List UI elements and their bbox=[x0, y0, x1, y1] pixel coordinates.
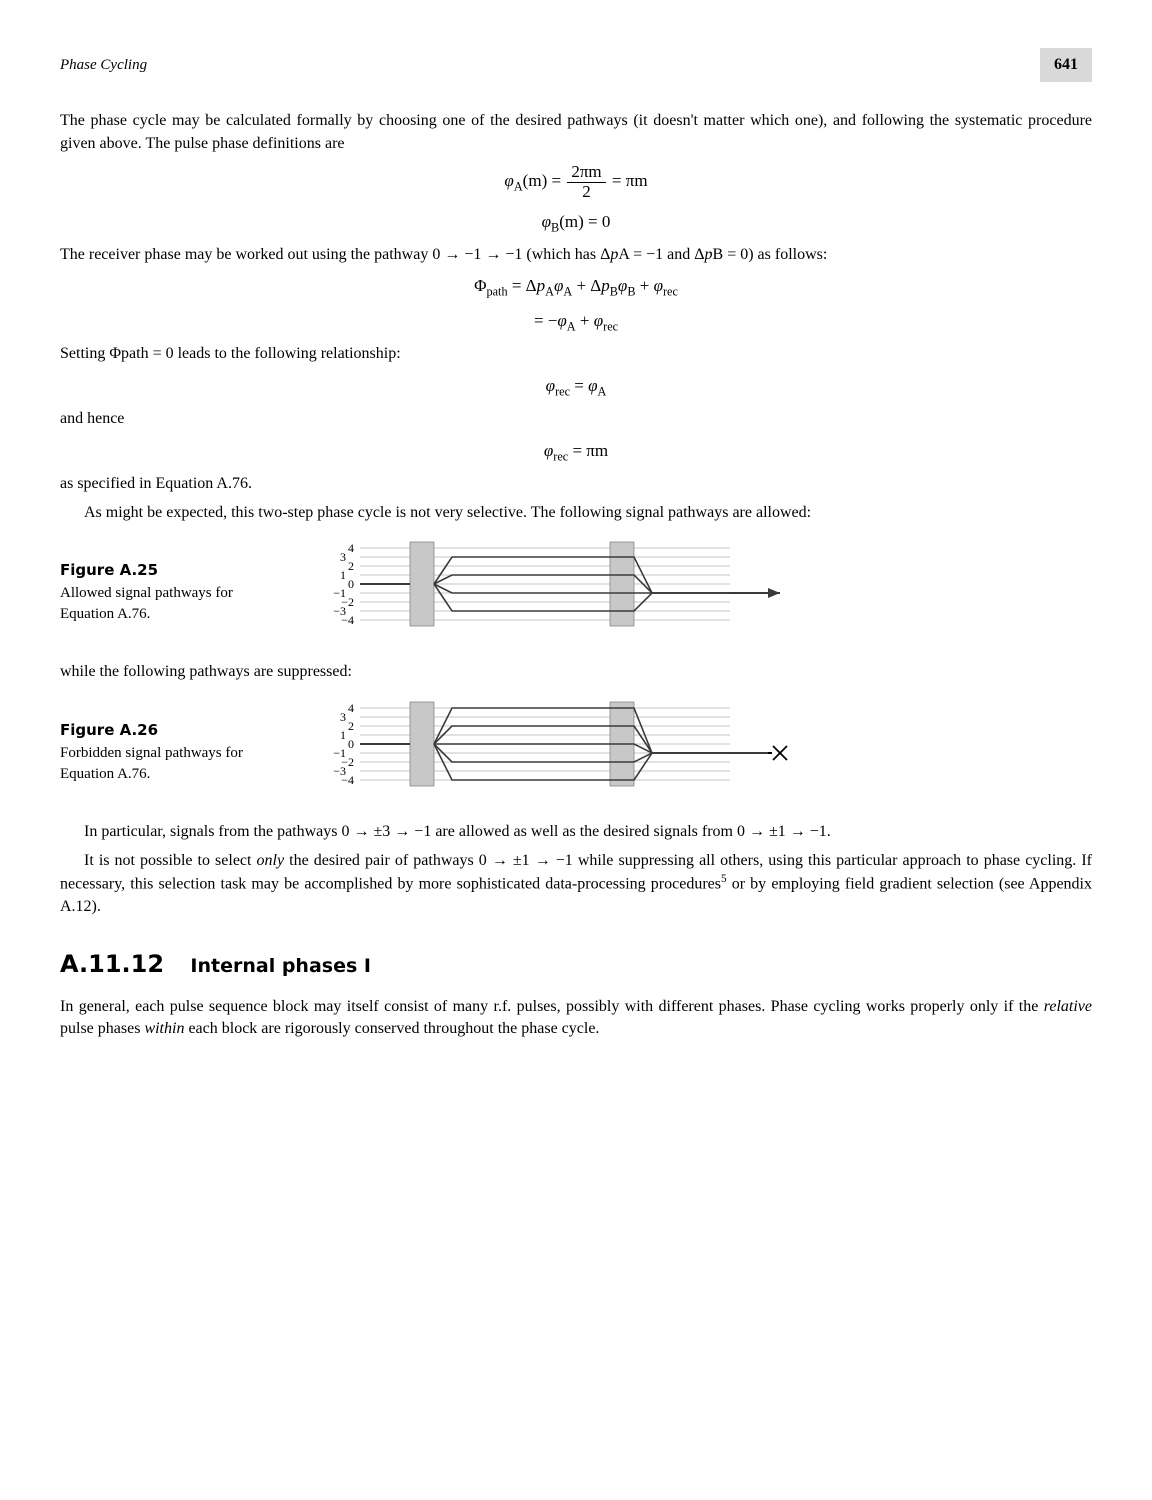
paragraph: and hence bbox=[60, 408, 1092, 430]
svg-text:4: 4 bbox=[348, 701, 354, 715]
svg-text:A: A bbox=[417, 538, 427, 542]
paragraph: It is not possible to select only the de… bbox=[60, 850, 1092, 919]
svg-text:B: B bbox=[617, 538, 627, 542]
paragraph: In general, each pulse sequence block ma… bbox=[60, 996, 1092, 1041]
svg-text:0: 0 bbox=[348, 577, 354, 591]
svg-text:2: 2 bbox=[348, 719, 354, 733]
svg-text:−4: −4 bbox=[341, 773, 354, 787]
equation-Phipath1: Φpath = ΔpAφA + ΔpBφB + φrec bbox=[60, 274, 1092, 301]
section-title: Internal phases I bbox=[190, 955, 371, 977]
figure-a26-svg: 43210−1−2−3−4AB bbox=[310, 698, 1092, 815]
section-heading: A.11.12 Internal phases I bbox=[60, 948, 1092, 982]
svg-text:3: 3 bbox=[340, 550, 346, 564]
figure-a25-svg: 43210−1−2−3−4AB bbox=[310, 538, 1092, 655]
figure-caption-text: Forbidden signal pathways for Equation A… bbox=[60, 745, 243, 782]
figure-a25-caption: Figure A.25 Allowed signal pathways for … bbox=[60, 538, 280, 625]
figure-a26-row: Figure A.26 Forbidden signal pathways fo… bbox=[60, 698, 1092, 815]
page-header: Phase Cycling 641 bbox=[60, 48, 1092, 82]
figure-label: Figure A.25 bbox=[60, 560, 280, 581]
svg-text:3: 3 bbox=[340, 710, 346, 724]
paragraph: The receiver phase may be worked out usi… bbox=[60, 244, 1092, 266]
paragraph: As might be expected, this two-step phas… bbox=[60, 502, 1092, 524]
svg-text:4: 4 bbox=[348, 541, 354, 555]
svg-text:1: 1 bbox=[340, 728, 346, 742]
paragraph: while the following pathways are suppres… bbox=[60, 661, 1092, 683]
paragraph: The phase cycle may be calculated formal… bbox=[60, 110, 1092, 155]
figure-caption-text: Allowed signal pathways for Equation A.7… bbox=[60, 585, 233, 622]
svg-text:A: A bbox=[417, 698, 427, 702]
running-head: Phase Cycling bbox=[60, 55, 147, 76]
figure-label: Figure A.26 bbox=[60, 720, 280, 741]
equation-phiA: φA(m) = 2πm2 = πm bbox=[60, 163, 1092, 201]
equation-phirec-eq-pim: φrec = πm bbox=[60, 439, 1092, 466]
paragraph: In particular, signals from the pathways… bbox=[60, 821, 1092, 843]
svg-text:B: B bbox=[617, 698, 627, 702]
svg-text:2: 2 bbox=[348, 559, 354, 573]
figure-a26-caption: Figure A.26 Forbidden signal pathways fo… bbox=[60, 698, 280, 785]
page-number: 641 bbox=[1040, 48, 1092, 82]
paragraph: as specified in Equation A.76. bbox=[60, 473, 1092, 495]
svg-text:0: 0 bbox=[348, 737, 354, 751]
equation-phirec-eq-phiA: φrec = φA bbox=[60, 374, 1092, 401]
svg-text:1: 1 bbox=[340, 568, 346, 582]
section-number: A.11.12 bbox=[60, 950, 164, 978]
equation-Phipath2: = −φA + φrec bbox=[60, 309, 1092, 336]
equation-phiB: φB(m) = 0 bbox=[60, 210, 1092, 237]
figure-a25-row: Figure A.25 Allowed signal pathways for … bbox=[60, 538, 1092, 655]
paragraph: Setting Φpath = 0 leads to the following… bbox=[60, 343, 1092, 365]
svg-text:−4: −4 bbox=[341, 613, 354, 627]
